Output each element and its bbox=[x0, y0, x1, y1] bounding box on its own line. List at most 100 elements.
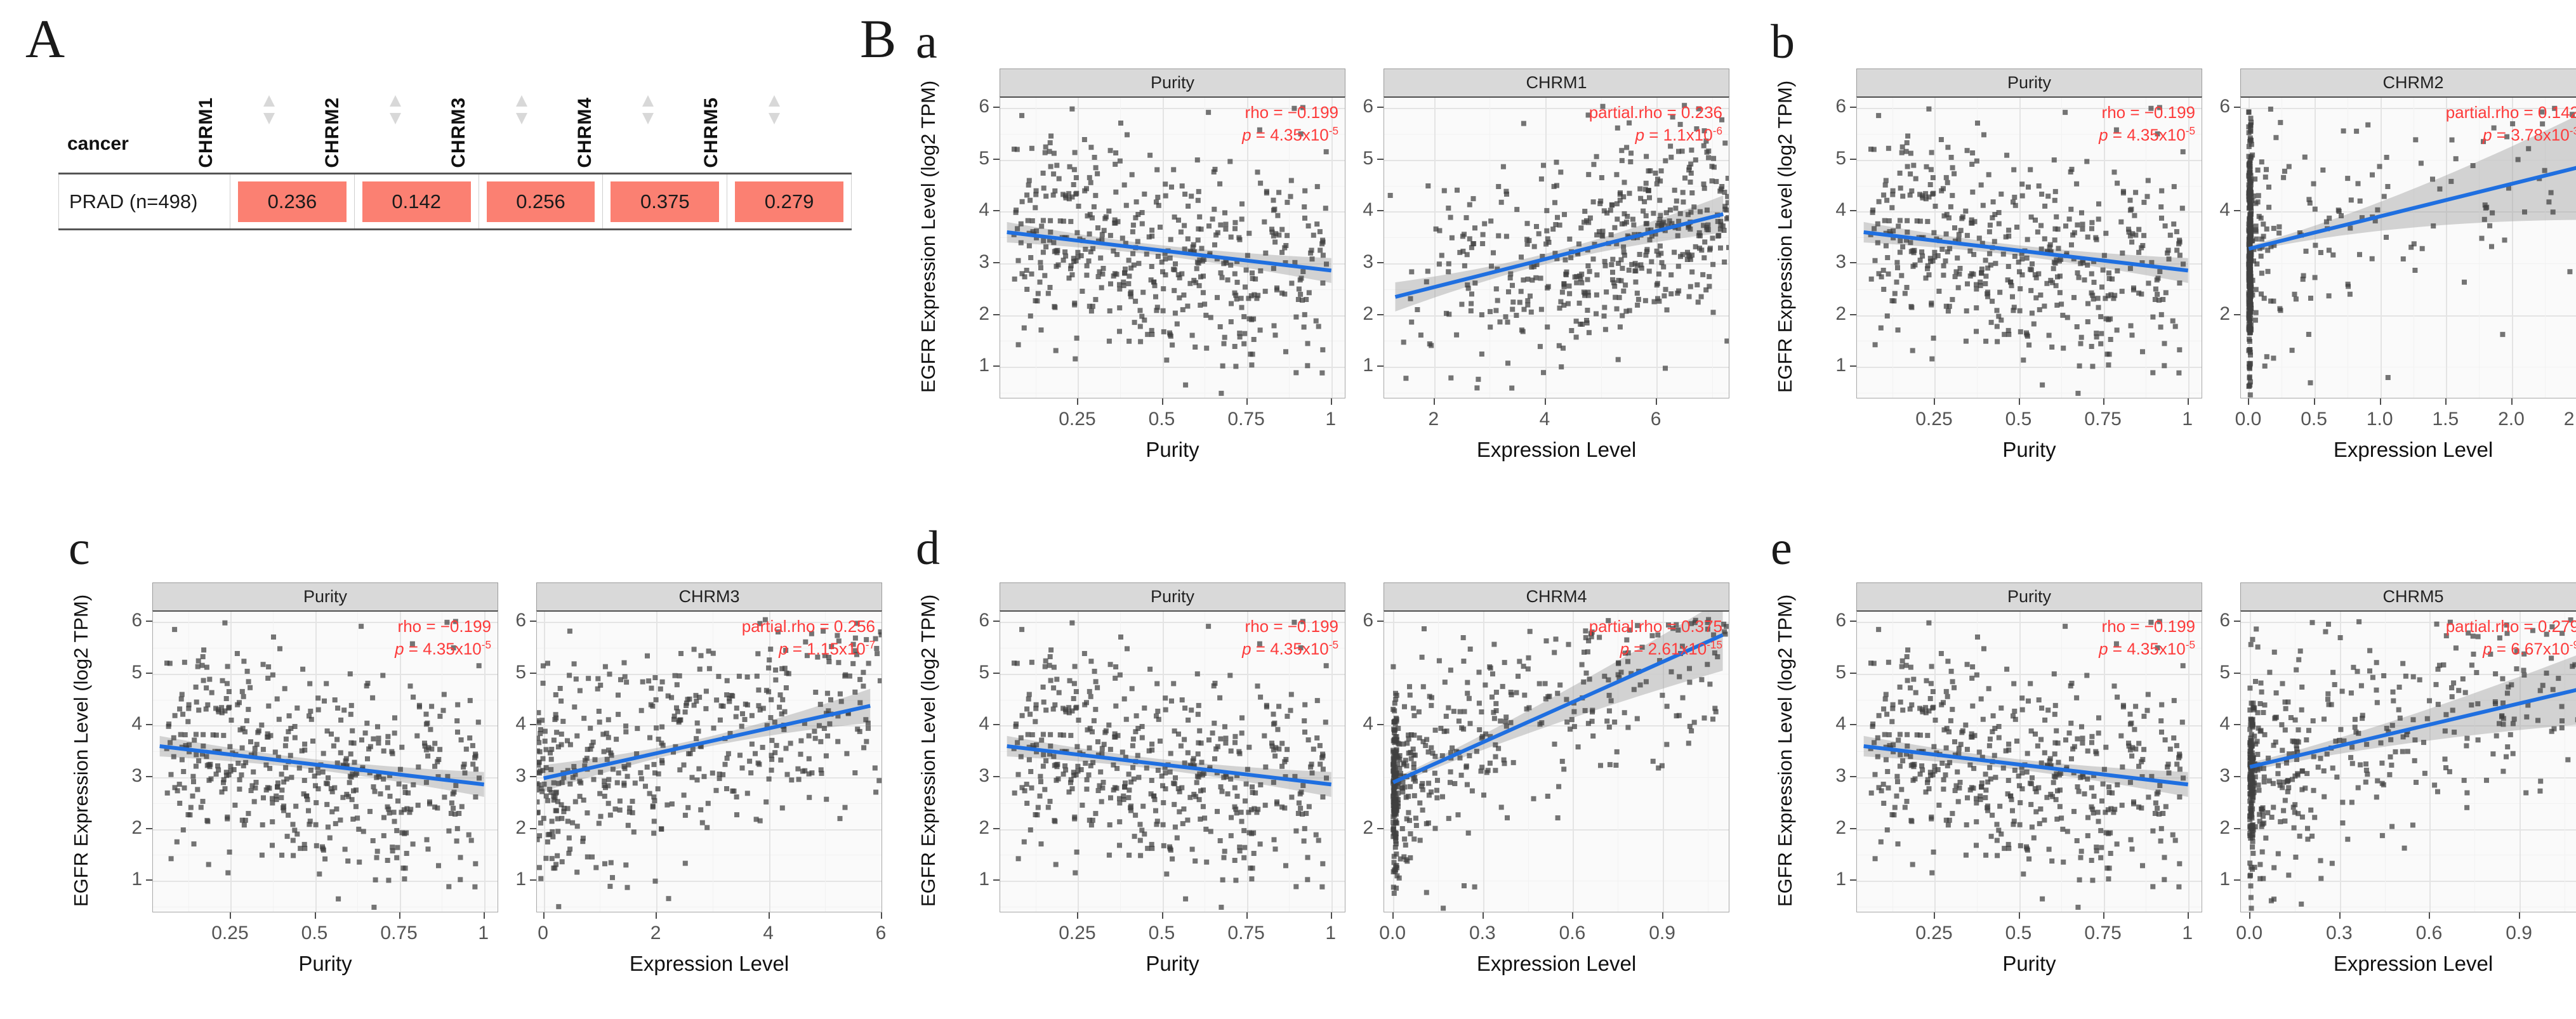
x-axis-label: Purity bbox=[2002, 438, 2056, 461]
data-point bbox=[2012, 202, 2018, 208]
panel-label-A: A bbox=[25, 8, 65, 69]
data-point bbox=[1868, 661, 1873, 666]
data-point bbox=[2313, 242, 2318, 248]
data-point bbox=[1106, 852, 1112, 858]
data-point bbox=[1689, 728, 1694, 733]
data-point bbox=[1521, 277, 1526, 283]
data-point bbox=[1395, 761, 1401, 767]
data-point bbox=[1505, 360, 1510, 366]
data-point bbox=[1179, 697, 1185, 703]
data-point bbox=[1994, 308, 2000, 313]
data-point bbox=[1465, 282, 1470, 288]
data-point bbox=[1136, 775, 1142, 780]
data-point bbox=[1095, 752, 1101, 758]
column-header-chrm3[interactable]: CHRM3 bbox=[424, 97, 494, 171]
data-point bbox=[1600, 103, 1606, 109]
data-point bbox=[2153, 286, 2158, 292]
data-point bbox=[1052, 702, 1058, 707]
sort-updown-icon[interactable] bbox=[769, 95, 781, 124]
data-point bbox=[2159, 729, 2164, 735]
data-point bbox=[1541, 162, 1546, 168]
sort-updown-icon[interactable] bbox=[642, 95, 655, 124]
data-point bbox=[570, 820, 576, 825]
data-point bbox=[1161, 800, 1166, 806]
y-axis-tick-label: 6 bbox=[979, 610, 989, 631]
data-point bbox=[176, 782, 182, 787]
data-point bbox=[313, 822, 319, 827]
regression-overlay bbox=[1863, 619, 2189, 910]
data-point bbox=[2069, 242, 2074, 247]
data-point bbox=[2552, 105, 2558, 111]
data-point bbox=[2024, 751, 2030, 756]
data-point bbox=[1215, 744, 1220, 749]
data-point bbox=[1668, 291, 1674, 297]
data-point bbox=[1429, 695, 1434, 700]
data-point bbox=[1111, 273, 1116, 279]
data-point bbox=[1233, 364, 1239, 369]
data-point bbox=[1568, 726, 1573, 732]
data-point bbox=[1320, 280, 1326, 286]
data-point bbox=[2035, 229, 2040, 235]
data-point bbox=[1465, 680, 1470, 685]
column-header-chrm1[interactable]: CHRM1 bbox=[171, 97, 241, 171]
data-point bbox=[1986, 686, 1991, 692]
data-point bbox=[1939, 702, 1945, 707]
column-header-chrm4[interactable]: CHRM4 bbox=[550, 97, 620, 171]
data-point bbox=[1682, 175, 1688, 181]
data-point bbox=[2249, 198, 2255, 204]
data-point bbox=[270, 672, 275, 678]
data-point bbox=[656, 737, 661, 742]
x-axis-tick-label: 0.75 bbox=[1227, 409, 1265, 430]
data-point bbox=[1625, 659, 1630, 664]
data-point bbox=[376, 735, 381, 741]
data-point bbox=[1943, 231, 1949, 237]
sort-updown-icon[interactable] bbox=[390, 95, 402, 124]
sort-updown-icon[interactable] bbox=[263, 95, 276, 124]
data-point bbox=[205, 702, 211, 707]
data-point bbox=[2036, 785, 2042, 791]
data-point bbox=[598, 813, 604, 819]
column-header-chrm2[interactable]: CHRM2 bbox=[298, 97, 367, 171]
data-point bbox=[806, 733, 812, 739]
data-point bbox=[1693, 244, 1698, 249]
data-point bbox=[1283, 260, 1288, 266]
data-point bbox=[1410, 746, 1416, 752]
data-point bbox=[852, 635, 858, 641]
data-point bbox=[1066, 196, 1072, 202]
data-point bbox=[2106, 784, 2111, 790]
data-point bbox=[1930, 175, 1936, 180]
data-point bbox=[713, 787, 719, 793]
data-point bbox=[2049, 858, 2055, 864]
data-point bbox=[1881, 192, 1887, 198]
data-point bbox=[675, 709, 680, 714]
data-point bbox=[777, 704, 783, 710]
data-point bbox=[178, 732, 183, 737]
data-point bbox=[1537, 344, 1543, 350]
data-point bbox=[1196, 797, 1202, 803]
data-point bbox=[1411, 706, 1417, 711]
gridline-vertical bbox=[1545, 98, 1547, 398]
data-point bbox=[769, 737, 775, 743]
data-point bbox=[730, 788, 736, 794]
data-point bbox=[2247, 338, 2252, 344]
column-header-chrm5[interactable]: CHRM5 bbox=[677, 97, 746, 171]
data-point bbox=[537, 837, 540, 843]
data-point bbox=[2248, 182, 2254, 187]
data-point bbox=[1301, 838, 1307, 844]
data-point bbox=[1635, 302, 1641, 308]
data-point bbox=[842, 673, 848, 679]
sort-updown-icon[interactable] bbox=[516, 95, 529, 124]
data-point bbox=[1245, 253, 1250, 258]
data-point bbox=[773, 667, 779, 673]
data-point bbox=[622, 674, 628, 680]
data-point bbox=[1917, 732, 1923, 738]
y-axis-tick-label: 4 bbox=[1835, 199, 1846, 221]
data-point bbox=[1544, 207, 1550, 213]
data-point bbox=[1149, 778, 1154, 783]
data-point bbox=[2103, 230, 2109, 236]
data-point bbox=[720, 772, 726, 777]
data-point bbox=[2490, 210, 2495, 216]
data-point bbox=[545, 661, 550, 666]
data-point bbox=[1072, 664, 1078, 669]
